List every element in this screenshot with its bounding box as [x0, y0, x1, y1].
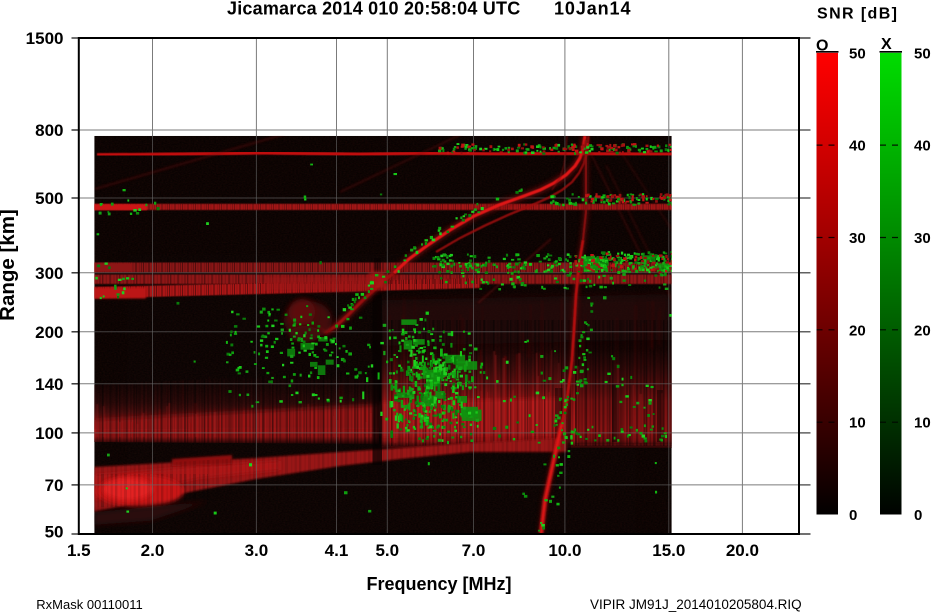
svg-text:300: 300: [35, 264, 63, 283]
svg-text:2.0: 2.0: [141, 541, 165, 560]
svg-text:40: 40: [849, 138, 866, 155]
svg-text:10.0: 10.0: [548, 541, 581, 560]
svg-text:30: 30: [914, 230, 931, 247]
svg-text:500: 500: [35, 189, 63, 208]
svg-text:1.5: 1.5: [67, 541, 91, 560]
svg-text:20: 20: [849, 322, 866, 339]
svg-text:3.0: 3.0: [245, 541, 269, 560]
svg-text:800: 800: [35, 121, 63, 140]
svg-text:10Jan14: 10Jan14: [554, 0, 631, 19]
svg-text:140: 140: [35, 375, 63, 394]
svg-text:0: 0: [849, 507, 857, 524]
svg-text:50: 50: [849, 45, 866, 62]
svg-text:RxMask 00110011: RxMask 00110011: [36, 597, 142, 612]
svg-text:5.0: 5.0: [375, 541, 399, 560]
svg-text:70: 70: [45, 476, 64, 495]
svg-text:0: 0: [914, 507, 922, 524]
svg-text:50: 50: [45, 523, 64, 542]
svg-text:100: 100: [35, 424, 63, 443]
svg-text:20: 20: [914, 322, 931, 339]
svg-text:30: 30: [849, 230, 866, 247]
svg-text:VIPIR JM91J_2014010205804.RIQ: VIPIR JM91J_2014010205804.RIQ: [590, 597, 802, 612]
svg-text:7.0: 7.0: [462, 541, 486, 560]
svg-text:15.0: 15.0: [652, 541, 685, 560]
svg-text:O: O: [816, 38, 828, 55]
svg-text:10: 10: [849, 415, 866, 432]
svg-text:4.1: 4.1: [325, 541, 349, 560]
svg-text:Jicamarca 2014 010 20:58:04 UT: Jicamarca 2014 010 20:58:04 UTC: [227, 0, 520, 19]
svg-text:40: 40: [914, 138, 931, 155]
svg-text:10: 10: [914, 415, 931, 432]
svg-text:SNR [dB]: SNR [dB]: [817, 6, 898, 23]
svg-text:200: 200: [35, 323, 63, 342]
svg-text:X: X: [881, 36, 892, 53]
svg-text:Frequency [MHz]: Frequency [MHz]: [366, 574, 511, 594]
svg-text:50: 50: [914, 45, 931, 62]
svg-text:Range [km]: Range [km]: [0, 209, 19, 321]
svg-text:20.0: 20.0: [726, 541, 759, 560]
svg-text:1500: 1500: [26, 29, 64, 48]
